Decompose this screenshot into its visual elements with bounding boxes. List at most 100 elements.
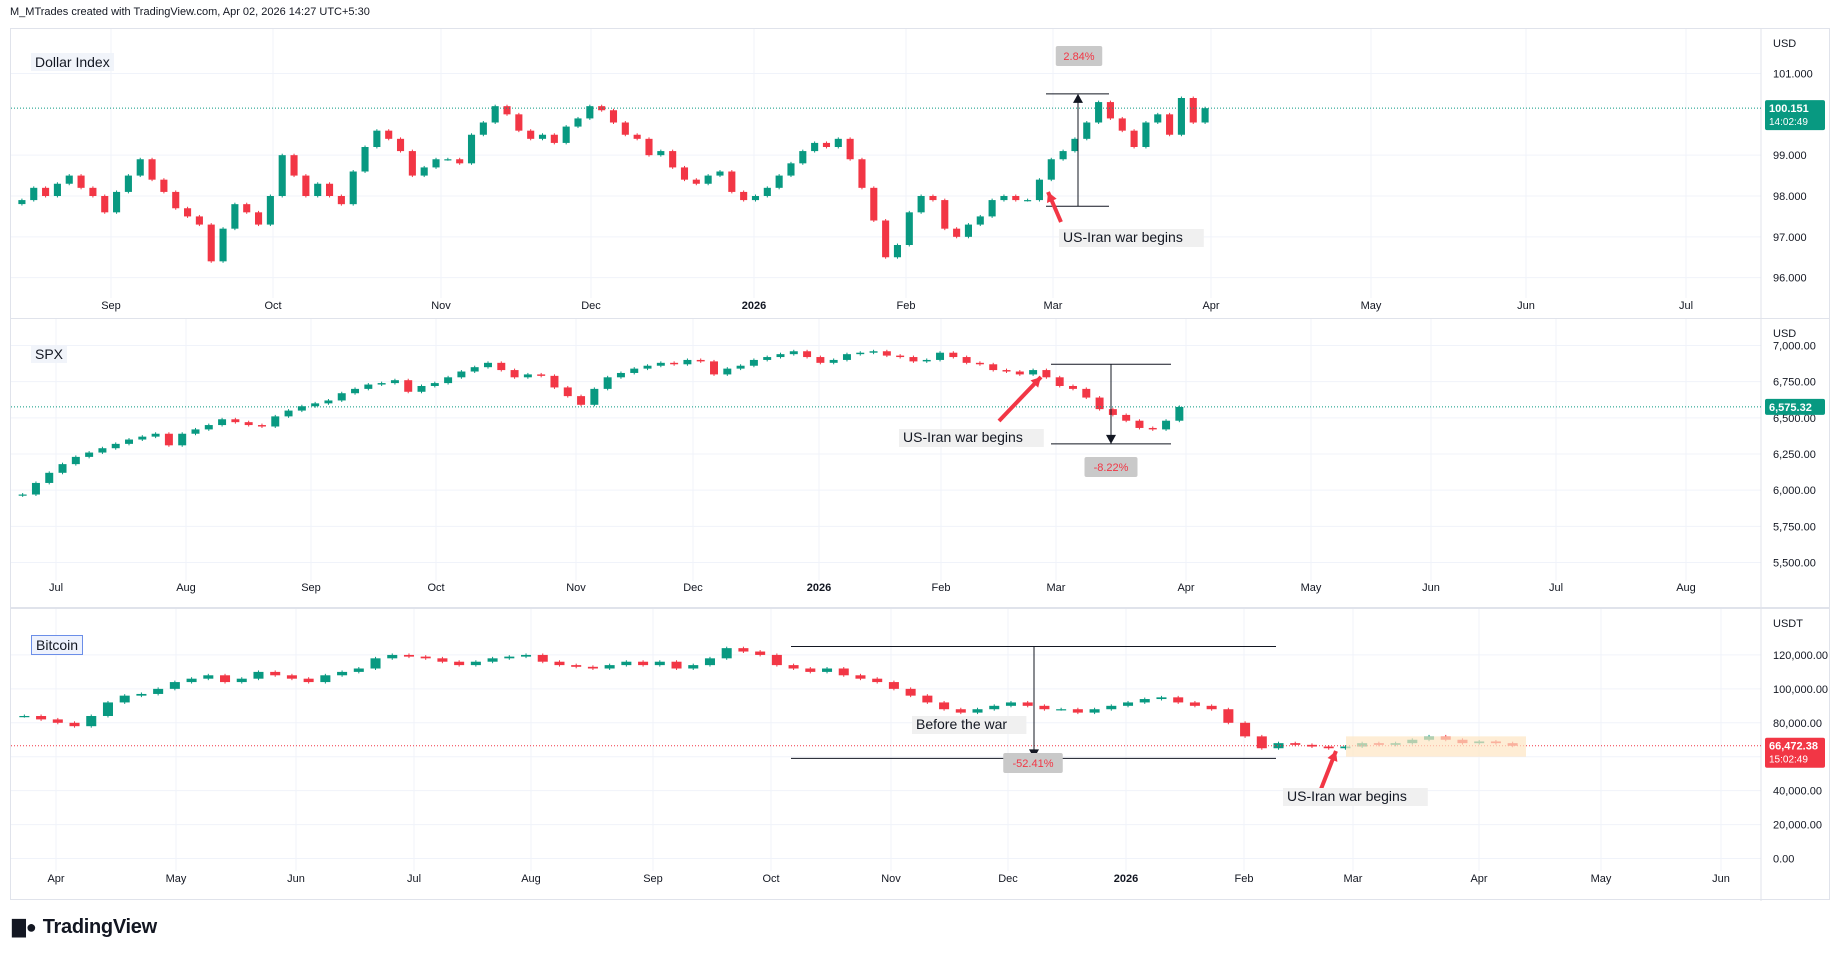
candle: [102, 700, 113, 718]
candle-body: [949, 352, 958, 358]
candle-body: [1122, 414, 1131, 421]
candle: [151, 432, 160, 439]
candle-body: [53, 183, 61, 196]
candle: [609, 108, 618, 124]
candle: [408, 149, 416, 178]
x-tick-label: Apr: [1202, 300, 1219, 312]
candle-body: [574, 118, 582, 127]
candle-body: [353, 668, 364, 672]
candle: [710, 359, 718, 376]
candle-body: [936, 352, 945, 360]
candle-body: [1240, 722, 1251, 737]
candle-body: [219, 228, 227, 262]
candle: [696, 358, 705, 363]
candle-body: [491, 106, 499, 123]
bitcoin-title: Bitcoin: [31, 635, 84, 655]
last-price-value: 6,575.32: [1769, 402, 1812, 414]
candle-body: [58, 464, 67, 473]
candle-body: [749, 359, 758, 366]
candle-body: [988, 200, 996, 217]
bitcoin-chart[interactable]: USDT0.0020,000.0040,000.0060,000.0080,00…: [11, 609, 1831, 901]
candle-body: [324, 400, 333, 404]
candle: [723, 367, 732, 376]
candle-body: [136, 159, 144, 176]
candle: [571, 663, 582, 669]
candle: [905, 687, 916, 698]
candle-body: [218, 419, 227, 426]
candle-body: [125, 439, 133, 444]
spx-chart[interactable]: USD 5,500.00 5,750.00 6,000.00 6,250.00 6,500…: [11, 319, 1831, 609]
tradingview-logo[interactable]: ▇● TradingView: [12, 916, 157, 939]
candle: [30, 186, 38, 202]
candle: [955, 707, 966, 715]
candle-body: [504, 656, 515, 659]
candle: [77, 174, 85, 190]
candle: [1142, 121, 1150, 149]
candle: [71, 455, 80, 466]
candle: [1256, 734, 1267, 750]
candle-body: [1035, 179, 1043, 201]
candle: [432, 157, 440, 169]
candle-body: [85, 452, 94, 457]
dollar-index-chart[interactable]: USD 96.000 97.000 98.000 99.000 101.000 Sep Oct…: [11, 29, 1831, 329]
candle: [370, 656, 381, 670]
candle-body: [1166, 114, 1174, 135]
candle: [621, 121, 629, 137]
candle: [278, 153, 286, 198]
candle-body: [1000, 196, 1008, 201]
candle: [616, 371, 625, 379]
candle-body: [1175, 406, 1184, 421]
spx-war-arrow-shaft: [997, 375, 1043, 423]
candle-body: [671, 661, 682, 669]
candle: [1173, 695, 1184, 704]
candle-body: [408, 151, 416, 176]
candle-body: [470, 661, 481, 666]
spx-panel[interactable]: USD 5,500.00 5,750.00 6,000.00 6,250.00 6,500…: [10, 318, 1831, 609]
candle: [297, 404, 306, 413]
candle: [113, 190, 121, 214]
y-tick-label: 120,000.00: [1773, 650, 1828, 662]
candle: [218, 417, 227, 427]
candle: [554, 660, 565, 667]
candle: [1135, 419, 1144, 430]
candle: [1306, 743, 1317, 749]
candle: [1029, 368, 1038, 376]
candle: [18, 493, 27, 497]
candle: [1002, 368, 1011, 373]
candle-body: [387, 654, 398, 659]
candle: [1042, 368, 1051, 379]
dollar-change-box: [1055, 46, 1103, 66]
candle-body: [775, 175, 783, 188]
candle-body: [638, 661, 649, 666]
candle: [191, 427, 200, 436]
candle-body: [19, 716, 30, 718]
candle-body: [71, 456, 80, 465]
candle-body: [444, 159, 452, 161]
candle: [337, 391, 346, 402]
consolidation-zone: [1346, 736, 1526, 757]
candle-body: [420, 656, 431, 659]
bitcoin-panel[interactable]: USDT0.0020,000.0040,000.0060,000.0080,00…: [10, 608, 1831, 901]
dollar-index-panel[interactable]: USD 96.000 97.000 98.000 99.000 101.000 Sep Oct…: [10, 28, 1831, 329]
candle: [404, 378, 413, 394]
candle-body: [858, 159, 866, 188]
candle-body: [1012, 196, 1020, 201]
candle-body: [834, 138, 842, 147]
x-tick-label: Mar: [1344, 873, 1363, 885]
candle: [444, 375, 453, 385]
candle: [186, 677, 197, 684]
dollar-war-label-bg: [1059, 229, 1204, 247]
candle: [858, 157, 866, 190]
x-tick-label: Feb: [1235, 873, 1254, 885]
candle-body: [799, 151, 807, 164]
candle: [577, 394, 586, 407]
candle: [716, 170, 724, 178]
candle: [803, 349, 812, 359]
candle: [53, 182, 61, 198]
x-tick-label: May: [1361, 300, 1382, 312]
candle: [1012, 194, 1020, 202]
candle: [286, 673, 297, 681]
candle: [1056, 707, 1067, 711]
btc-before-label: Before the war: [916, 716, 1007, 732]
candle-body: [454, 661, 465, 666]
